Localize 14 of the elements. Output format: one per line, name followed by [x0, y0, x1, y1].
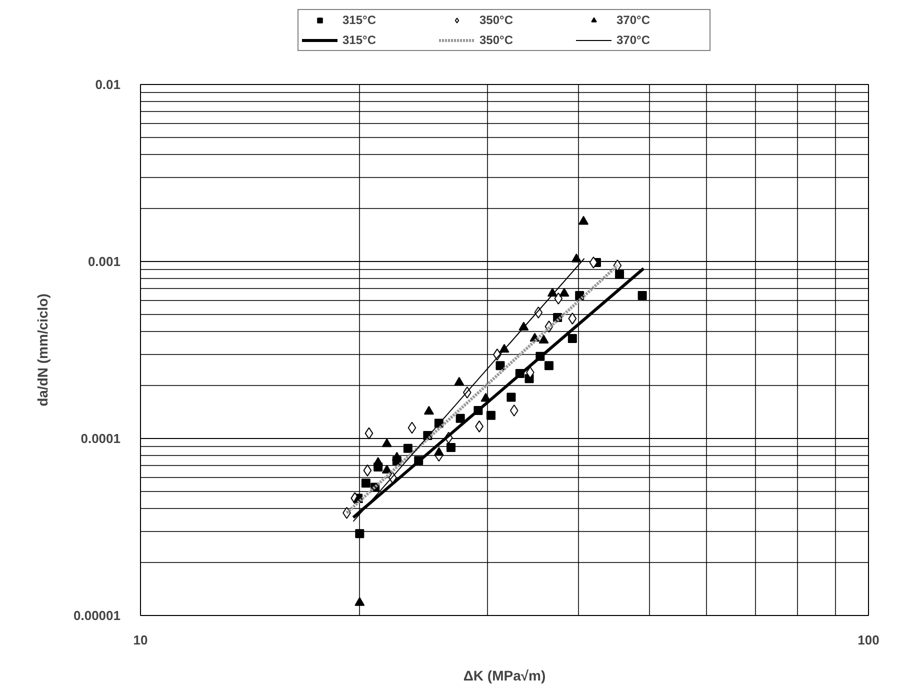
- y-tick-label: 0.001: [88, 254, 121, 269]
- x-axis-title: ΔK (MPa√m): [463, 668, 546, 684]
- legend-label: 350°C: [480, 13, 514, 27]
- legend-label: 315°C: [342, 33, 377, 47]
- y-tick-label: 0.0001: [80, 431, 121, 446]
- y-tick-label: 0.00001: [74, 608, 121, 623]
- x-tick-label: 100: [858, 632, 880, 648]
- x-tick-label: 10: [133, 632, 148, 648]
- legend-label: 370°C: [616, 13, 651, 27]
- legend-label: 350°C: [480, 33, 514, 47]
- y-axis-title: da/dN (mm/ciclo): [34, 294, 51, 406]
- legend-label: 315°C: [342, 13, 377, 27]
- y-tick-label: 0.01: [95, 77, 121, 92]
- legend-label: 370°C: [616, 33, 651, 47]
